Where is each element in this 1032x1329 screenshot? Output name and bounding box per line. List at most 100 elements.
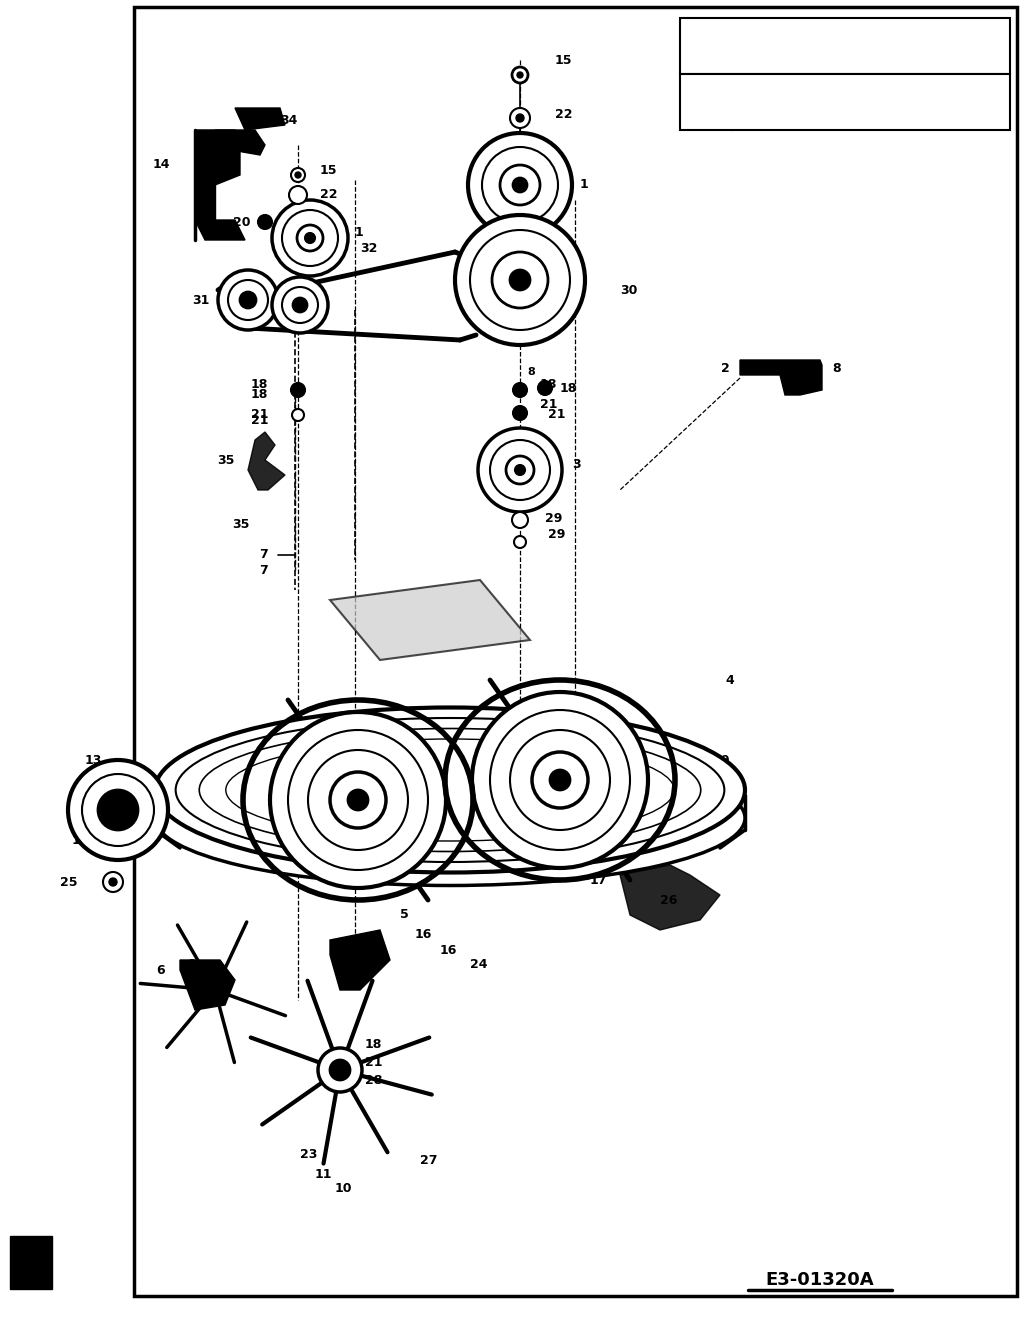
Circle shape: [103, 872, 123, 892]
Text: 21: 21: [540, 399, 557, 412]
Circle shape: [240, 292, 256, 308]
Text: 20: 20: [76, 792, 94, 804]
Text: 8: 8: [527, 367, 535, 377]
Text: 30: 30: [620, 283, 638, 296]
Text: 7: 7: [259, 563, 268, 577]
Bar: [680, 19, 1010, 74]
Text: Before 1998: Before 1998: [829, 96, 913, 109]
Text: 32: 32: [360, 242, 378, 254]
Text: 14: 14: [153, 158, 170, 171]
Polygon shape: [330, 930, 390, 990]
Text: 24: 24: [470, 958, 487, 971]
Circle shape: [490, 440, 550, 500]
Circle shape: [533, 752, 588, 808]
Text: 29: 29: [545, 512, 562, 525]
Circle shape: [455, 215, 585, 346]
Circle shape: [272, 276, 328, 334]
Ellipse shape: [155, 707, 745, 873]
Circle shape: [492, 253, 548, 308]
Circle shape: [218, 270, 278, 330]
Text: 12: 12: [600, 813, 617, 827]
Circle shape: [258, 215, 272, 229]
Text: 7: 7: [259, 549, 268, 561]
Polygon shape: [195, 221, 245, 241]
Circle shape: [515, 465, 525, 474]
Circle shape: [517, 72, 523, 78]
Ellipse shape: [155, 751, 745, 885]
Text: 36: 36: [695, 37, 717, 54]
Circle shape: [514, 536, 526, 548]
Circle shape: [82, 773, 154, 847]
Text: 26: 26: [660, 893, 677, 906]
Polygon shape: [235, 108, 285, 130]
Text: 5: 5: [400, 909, 409, 921]
Text: 2: 2: [721, 361, 730, 375]
Text: 3: 3: [572, 459, 581, 472]
Circle shape: [506, 456, 534, 484]
Text: A partir de 1998: A partir de 1998: [814, 58, 928, 72]
Circle shape: [482, 148, 558, 223]
Text: 22: 22: [320, 189, 337, 202]
Polygon shape: [180, 960, 235, 1010]
Text: Avant 1998: Avant 1998: [831, 114, 911, 128]
Circle shape: [490, 710, 630, 851]
Circle shape: [68, 760, 168, 860]
Text: 35: 35: [218, 453, 235, 466]
Text: 29: 29: [548, 529, 566, 541]
Text: 18: 18: [560, 381, 577, 395]
Text: 21: 21: [548, 408, 566, 421]
Text: 9: 9: [720, 754, 729, 767]
Circle shape: [305, 233, 315, 243]
Circle shape: [550, 769, 570, 789]
Text: 19: 19: [72, 833, 90, 847]
Circle shape: [308, 750, 408, 851]
Text: 17: 17: [590, 873, 608, 886]
Text: 35: 35: [232, 518, 250, 532]
Circle shape: [510, 730, 610, 831]
Circle shape: [109, 878, 117, 886]
Text: 16: 16: [415, 929, 432, 941]
Circle shape: [288, 730, 428, 870]
Circle shape: [330, 1061, 350, 1080]
Circle shape: [513, 383, 527, 397]
Circle shape: [512, 512, 528, 528]
Circle shape: [348, 789, 368, 809]
Polygon shape: [195, 130, 240, 185]
Text: 4: 4: [725, 674, 734, 687]
Circle shape: [292, 409, 304, 421]
Text: 21: 21: [251, 413, 268, 427]
Polygon shape: [248, 432, 285, 490]
Bar: [134, 7, 1017, 1296]
Circle shape: [291, 383, 305, 397]
Text: 16: 16: [440, 944, 457, 957]
Text: E3-01320A: E3-01320A: [766, 1271, 874, 1289]
Circle shape: [272, 199, 348, 276]
Text: 37: 37: [695, 93, 717, 112]
Circle shape: [499, 165, 540, 205]
Polygon shape: [330, 579, 530, 661]
Polygon shape: [195, 130, 215, 221]
Text: 27: 27: [420, 1154, 438, 1167]
Circle shape: [513, 405, 527, 420]
Circle shape: [293, 298, 307, 312]
Text: 22: 22: [555, 109, 573, 121]
Circle shape: [297, 225, 323, 251]
Text: 15: 15: [555, 53, 573, 66]
Polygon shape: [740, 360, 823, 395]
Circle shape: [467, 133, 572, 237]
Text: 18: 18: [251, 388, 268, 401]
Circle shape: [282, 210, 338, 266]
Text: 28: 28: [365, 1074, 383, 1087]
Text: 20: 20: [232, 215, 250, 229]
Circle shape: [228, 280, 268, 320]
Text: Seit 1998: Seit 1998: [838, 21, 904, 33]
Circle shape: [516, 114, 524, 122]
Text: 6: 6: [157, 964, 165, 977]
Text: 21: 21: [251, 408, 268, 421]
Circle shape: [282, 287, 318, 323]
Text: 1: 1: [580, 178, 588, 191]
Text: 18: 18: [365, 1038, 383, 1051]
Bar: [10, 1236, 52, 1289]
Text: Vor 1998: Vor 1998: [840, 77, 902, 90]
Text: 21: 21: [365, 1055, 383, 1069]
